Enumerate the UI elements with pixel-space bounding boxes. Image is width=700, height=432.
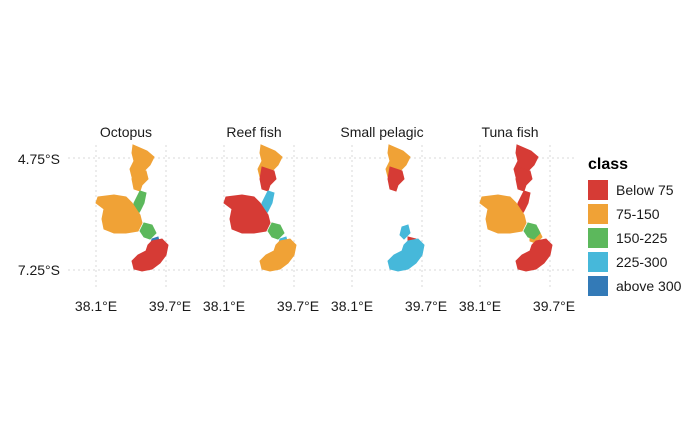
region-north-mid bbox=[515, 166, 533, 192]
x-tick-label: 38.1°E bbox=[331, 298, 373, 314]
legend-swatch bbox=[588, 204, 608, 224]
legend-label: above 300 bbox=[616, 278, 682, 294]
region-south bbox=[259, 238, 297, 272]
region-main bbox=[479, 194, 527, 234]
x-tick-label: 39.7°E bbox=[405, 298, 447, 314]
region-north-mid bbox=[131, 166, 149, 192]
y-tick-label: 7.25°S bbox=[18, 262, 60, 278]
region-north-mid bbox=[387, 166, 405, 192]
region-south bbox=[515, 238, 553, 272]
region-main bbox=[223, 194, 271, 234]
region-south bbox=[131, 238, 169, 272]
panel-reef-fish: Reef fish 38.1°E 39.7°E bbox=[196, 124, 319, 314]
panels: Octopus 38.1°E 39.7°E Reef fish 38.1°E 39.7°E… bbox=[68, 124, 575, 314]
panel-title: Octopus bbox=[100, 124, 152, 140]
legend-label: 75-150 bbox=[616, 206, 660, 222]
legend-swatch bbox=[588, 252, 608, 272]
region-south-green bbox=[267, 222, 285, 240]
x-tick-label: 39.7°E bbox=[149, 298, 191, 314]
panel-title: Reef fish bbox=[226, 124, 281, 140]
x-tick-label: 39.7°E bbox=[533, 298, 575, 314]
x-tick-label: 38.1°E bbox=[459, 298, 501, 314]
x-tick-label: 38.1°E bbox=[203, 298, 245, 314]
x-tick-label: 38.1°E bbox=[75, 298, 117, 314]
legend-label: 150-225 bbox=[616, 230, 668, 246]
panel-title: Tuna fish bbox=[481, 124, 538, 140]
legend-label: Below 75 bbox=[616, 182, 674, 198]
region-south-blue bbox=[399, 224, 411, 240]
y-tick-label: 4.75°S bbox=[18, 151, 60, 167]
x-tick-label: 39.7°E bbox=[277, 298, 319, 314]
legend-label: 225-300 bbox=[616, 254, 668, 270]
panel-small-pelagic: Small pelagic 38.1°E 39.7°E bbox=[324, 124, 447, 314]
legend-title: class bbox=[588, 156, 628, 173]
legend-swatch bbox=[588, 180, 608, 200]
panel-tuna-fish: Tuna fish 38.1°E 39.7°E bbox=[452, 124, 575, 314]
region-north-mid bbox=[259, 166, 277, 192]
region-south-green bbox=[139, 222, 157, 240]
panel-octopus: Octopus 38.1°E 39.7°E bbox=[68, 124, 191, 314]
region-main bbox=[95, 194, 143, 234]
panel-title: Small pelagic bbox=[340, 124, 423, 140]
region-south bbox=[387, 238, 425, 272]
region-south-green bbox=[523, 222, 541, 240]
legend-swatch bbox=[588, 228, 608, 248]
legend-swatch bbox=[588, 276, 608, 296]
legend: class Below 75 75-150 150-225 225-300 above … bbox=[588, 156, 682, 296]
y-axis: 4.75°S 7.25°S bbox=[18, 151, 60, 278]
